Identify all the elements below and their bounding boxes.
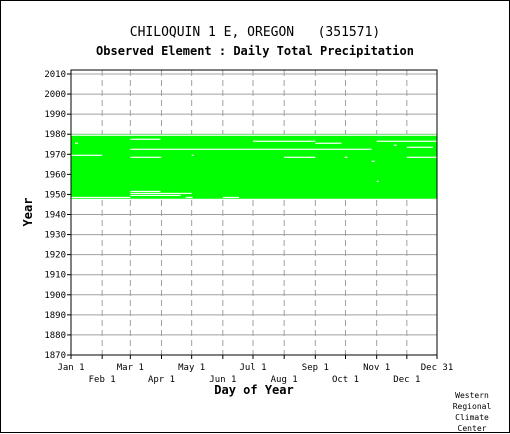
data-year-row	[71, 158, 437, 161]
data-year-row	[71, 176, 437, 179]
credit-line: Climate	[455, 413, 489, 422]
data-year-row	[71, 142, 437, 145]
missing-data-segment	[406, 146, 433, 148]
tick-layer: 1870 1880 1890 1900 1910 1920 1930 1940 1950 1960…	[44, 70, 453, 385]
missing-data-segment	[130, 192, 192, 195]
missing-data-segment	[130, 148, 372, 150]
y-tick-label: 1910	[44, 271, 66, 281]
plot-border	[70, 69, 438, 356]
data-year-row	[71, 156, 437, 159]
missing-data-segment	[222, 196, 239, 199]
x-tick-label: Dec 31	[421, 363, 454, 373]
missing-data-segment	[191, 154, 194, 156]
y-tick-label: 1870	[44, 351, 66, 361]
data-year-row	[71, 184, 437, 187]
missing-data-segment	[284, 156, 316, 158]
data-year-row	[71, 178, 437, 181]
chart-title: CHILOQUIN 1 E, OREGON (351571)	[129, 25, 381, 40]
data-year-row	[71, 138, 437, 141]
y-axis-label: Year	[21, 198, 35, 227]
data-year-row	[71, 186, 437, 189]
data-layer	[71, 134, 437, 199]
x-tick-label: Dec 1	[393, 375, 420, 385]
missing-data-segment	[130, 156, 162, 158]
credit-line: Western	[455, 391, 489, 400]
data-year-row	[71, 172, 437, 175]
data-year-row	[71, 190, 437, 193]
data-year-row	[71, 188, 437, 191]
data-year-row	[71, 152, 437, 155]
x-axis-label: Day of Year	[214, 383, 293, 397]
y-tick-label: 1940	[44, 211, 66, 221]
missing-data-segment	[71, 154, 103, 156]
x-tick-label: Jun 1	[209, 375, 236, 385]
data-year-row	[71, 160, 437, 163]
x-tick-label: Feb 1	[89, 375, 116, 385]
y-tick-label: 1880	[44, 331, 66, 341]
missing-data-segment	[130, 194, 181, 197]
data-year-row	[71, 136, 437, 139]
missing-data-segment	[130, 190, 161, 193]
y-tick-label: 1970	[44, 150, 66, 160]
missing-data-segment	[344, 156, 348, 158]
chart-subtitle: Observed Element : Daily Total Precipita…	[96, 44, 414, 58]
y-tick-label: 2010	[44, 70, 66, 80]
x-tick-label: Aug 1	[271, 375, 298, 385]
y-tick-label: 1960	[44, 170, 66, 180]
y-tick-label: 1930	[44, 231, 66, 241]
credit-line: Regional	[452, 402, 492, 411]
data-year-row	[71, 150, 437, 153]
y-tick-label: 1920	[44, 251, 66, 261]
x-tick-label: Jan 1	[57, 363, 84, 373]
data-year-row	[71, 196, 437, 199]
missing-data-segment	[130, 138, 161, 140]
data-year-row	[71, 154, 437, 157]
missing-data-segment	[376, 180, 379, 182]
missing-data-segment	[315, 142, 342, 144]
y-tick-label: 2000	[44, 90, 66, 100]
data-year-row	[71, 162, 437, 165]
y-tick-label: 1990	[44, 110, 66, 120]
missing-data-segment	[393, 144, 397, 146]
x-tick-label: Sep 1	[302, 363, 329, 373]
data-year-row	[71, 192, 437, 195]
missing-data-segment	[75, 142, 79, 144]
y-tick-label: 1950	[44, 190, 66, 200]
missing-data-segment	[71, 134, 437, 136]
missing-data-segment	[185, 196, 193, 199]
credit-line: Center	[457, 424, 487, 433]
missing-data-segment	[371, 160, 375, 162]
data-year-row	[71, 174, 437, 177]
x-tick-label: Apr 1	[148, 375, 175, 385]
data-year-row	[71, 180, 437, 183]
missing-data-segment	[406, 156, 437, 158]
data-year-row	[71, 144, 437, 147]
data-year-row	[71, 194, 437, 197]
x-tick-label: Nov 1	[363, 363, 390, 373]
x-tick-label: Jul 1	[239, 363, 266, 373]
credit-block: Western Regional Climate Center	[446, 390, 498, 434]
missing-data-segment	[71, 196, 131, 199]
missing-data-segment	[252, 140, 316, 142]
missing-data-segment	[376, 140, 437, 142]
data-year-row	[71, 170, 437, 173]
data-year-row	[71, 146, 437, 149]
x-tick-label: Mar 1	[117, 363, 144, 373]
y-tick-label: 1890	[44, 311, 66, 321]
data-year-row	[71, 164, 437, 167]
x-tick-label: May 1	[178, 363, 205, 373]
data-year-row	[71, 168, 437, 171]
x-tick-label: Oct 1	[332, 375, 359, 385]
y-tick-label: 1980	[44, 130, 66, 140]
data-year-row	[71, 182, 437, 185]
plot-background	[71, 70, 437, 355]
data-year-row	[71, 166, 437, 169]
y-tick-label: 1900	[44, 291, 66, 301]
